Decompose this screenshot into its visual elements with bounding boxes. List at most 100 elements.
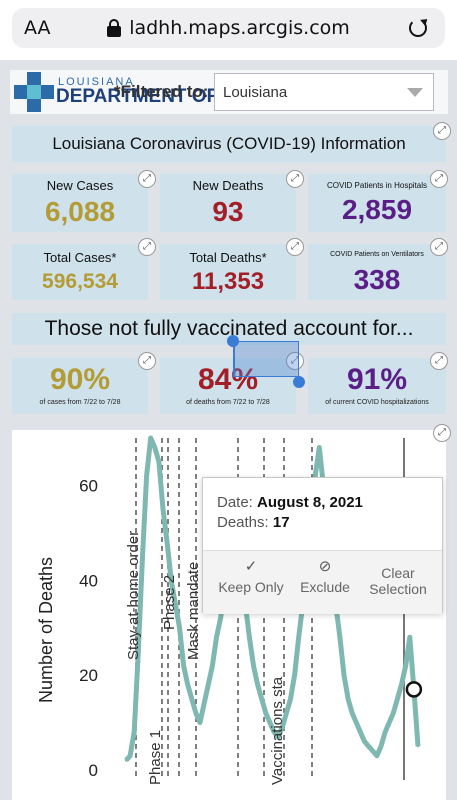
data-point bbox=[153, 446, 156, 449]
data-point bbox=[137, 650, 140, 653]
region-select[interactable]: Louisiana bbox=[214, 73, 434, 111]
data-point bbox=[383, 730, 387, 734]
vax-pct: 91% bbox=[346, 363, 408, 396]
logo-state-text: LOUISIANA bbox=[58, 76, 135, 88]
tooltip-date: Date: August 8, 2021 bbox=[217, 494, 363, 511]
deaths-chart[interactable]: Number of Deaths 0 20 40 60 Stay-at-home orde… bbox=[12, 430, 446, 800]
data-point bbox=[400, 683, 403, 686]
data-point bbox=[350, 711, 354, 715]
data-point bbox=[124, 759, 128, 762]
stat-card-total-cases: Total Cases* 596,534 bbox=[12, 244, 148, 300]
data-point bbox=[133, 730, 136, 734]
stat-card-ventilators: COVID Patients on Ventilators 338 bbox=[308, 244, 446, 300]
expand-icon[interactable]: ⤢ bbox=[430, 238, 448, 256]
expand-icon[interactable]: ⤢ bbox=[138, 238, 156, 256]
vax-pct: 90% bbox=[49, 363, 111, 396]
exclude-icon: ⊘ bbox=[318, 558, 332, 575]
data-point bbox=[186, 683, 189, 686]
selected-point-marker bbox=[405, 681, 423, 698]
exclude-button[interactable]: ⊘ Exclude bbox=[293, 557, 357, 595]
stat-value: 6,088 bbox=[44, 196, 116, 227]
check-icon: ✓ bbox=[244, 558, 258, 575]
expand-icon[interactable]: ⤢ bbox=[433, 424, 451, 442]
data-point bbox=[338, 636, 342, 639]
data-point bbox=[363, 740, 366, 743]
event-annotation: Vaccinations sta bbox=[269, 676, 286, 785]
ldh-logo-icon bbox=[14, 72, 54, 112]
stat-card-new-cases: New Cases 6,088 bbox=[12, 174, 148, 232]
stat-label: Total Deaths* bbox=[189, 250, 267, 265]
data-point bbox=[313, 474, 317, 478]
data-point bbox=[161, 507, 165, 511]
data-point bbox=[342, 673, 346, 677]
data-point bbox=[355, 721, 358, 724]
data-point bbox=[194, 711, 198, 715]
data-point bbox=[289, 697, 292, 701]
vax-card-cases: 90% of cases from 7/22 to 7/28 bbox=[12, 358, 148, 414]
address-bar[interactable]: AA ladhh.maps.arcgis.com bbox=[12, 8, 445, 48]
chart-tooltip: Date: August 8, 2021 Deaths: 17 ✓ Keep O… bbox=[202, 477, 443, 614]
selection-handle-top[interactable] bbox=[227, 335, 239, 347]
data-point bbox=[178, 626, 181, 629]
data-point bbox=[252, 664, 255, 667]
data-point bbox=[198, 721, 202, 724]
text-size-button[interactable]: AA bbox=[24, 17, 51, 39]
data-point bbox=[404, 664, 407, 667]
selection-handle-bottom[interactable] bbox=[293, 376, 305, 388]
data-point bbox=[182, 664, 185, 667]
data-point bbox=[170, 579, 173, 582]
data-point bbox=[359, 730, 362, 734]
vax-sub: of cases from 7/22 to 7/28 bbox=[39, 399, 121, 406]
data-point bbox=[285, 711, 288, 715]
page-title: Louisiana Coronavirus (COVID-19) Informa… bbox=[52, 134, 406, 153]
expand-icon[interactable]: ⤢ bbox=[430, 170, 448, 188]
vaccination-header: Those not fully vaccinated account for..… bbox=[12, 313, 446, 345]
data-point bbox=[174, 602, 177, 606]
data-point bbox=[272, 730, 276, 734]
clear-selection-button[interactable]: Clear Selection bbox=[369, 565, 427, 597]
stat-value: 2,859 bbox=[341, 194, 413, 225]
vaccination-header-text: Those not fully vaccinated account for..… bbox=[44, 317, 414, 340]
stat-value: 338 bbox=[353, 264, 401, 295]
data-point bbox=[149, 436, 152, 440]
expand-icon[interactable]: ⤢ bbox=[138, 170, 156, 188]
event-annotation: Mask mandate bbox=[185, 562, 202, 660]
data-point bbox=[297, 636, 300, 639]
data-point bbox=[379, 745, 383, 748]
expand-icon[interactable]: ⤢ bbox=[286, 238, 304, 256]
stat-card-new-deaths: New Deaths 93 bbox=[160, 174, 296, 232]
stat-label: New Cases bbox=[46, 178, 114, 193]
data-point bbox=[260, 697, 263, 701]
data-point bbox=[375, 754, 379, 757]
expand-icon[interactable]: ⤢ bbox=[286, 170, 304, 188]
data-point bbox=[276, 735, 280, 738]
expand-icon[interactable]: ⤢ bbox=[433, 122, 451, 140]
keep-only-button[interactable]: ✓ Keep Only bbox=[215, 557, 287, 595]
data-point bbox=[264, 711, 268, 715]
data-point bbox=[202, 702, 206, 705]
vax-sub: of current COVID hospitalizations bbox=[325, 399, 429, 406]
data-point bbox=[128, 754, 132, 757]
data-point bbox=[248, 636, 251, 639]
data-point bbox=[371, 749, 374, 753]
y-axis-label: Number of Deaths bbox=[36, 557, 56, 703]
event-annotation: Phase 1 bbox=[147, 730, 164, 785]
header-strip: LOUISIANA DEPARTMENT OF *Filtered to: Lo… bbox=[10, 70, 448, 114]
stat-card-total-deaths: Total Deaths* 11,353 bbox=[160, 244, 296, 300]
data-point bbox=[408, 636, 411, 639]
stat-label: Total Cases* bbox=[43, 250, 117, 265]
expand-icon[interactable]: ⤢ bbox=[138, 352, 156, 370]
dashboard: LOUISIANA DEPARTMENT OF *Filtered to: Lo… bbox=[0, 60, 457, 800]
chevron-down-icon bbox=[407, 88, 423, 97]
data-point bbox=[207, 683, 210, 686]
stat-label: COVID Patients in Hospitals bbox=[326, 181, 428, 190]
data-point bbox=[416, 745, 420, 748]
browser-toolbar: AA ladhh.maps.arcgis.com bbox=[0, 0, 457, 60]
selection-rectangle[interactable] bbox=[233, 341, 299, 377]
data-point bbox=[281, 726, 284, 729]
expand-icon[interactable]: ⤢ bbox=[430, 352, 448, 370]
stat-card-hospital: COVID Patients in Hospitals 2,859 bbox=[308, 174, 446, 232]
expand-icon[interactable]: ⤢ bbox=[286, 352, 304, 370]
reload-icon[interactable] bbox=[409, 19, 427, 37]
event-annotation: Phase 2 bbox=[161, 575, 178, 630]
